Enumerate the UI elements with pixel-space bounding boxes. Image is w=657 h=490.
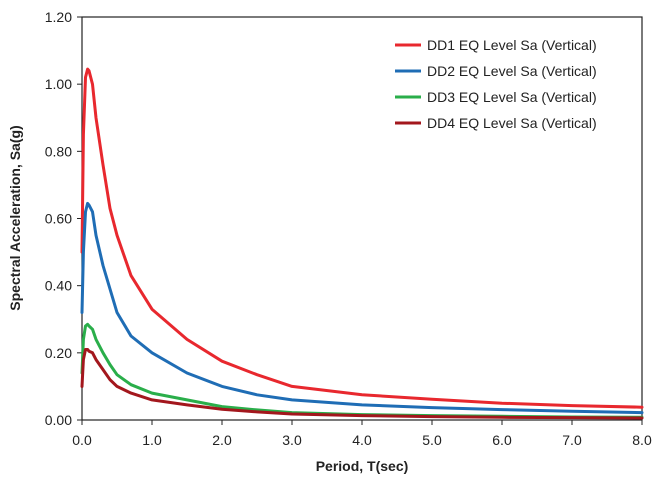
x-tick-label: 3.0 — [282, 432, 302, 448]
x-tick-label: 7.0 — [562, 432, 582, 448]
x-tick-label: 0.0 — [72, 432, 92, 448]
series-lines — [80, 67, 644, 420]
legend-item-label: DD1 EQ Level Sa (Vertical) — [427, 37, 597, 53]
y-tick-label: 1.00 — [45, 76, 72, 92]
y-tick-label: 0.40 — [45, 278, 72, 294]
legend-item-label: DD3 EQ Level Sa (Vertical) — [427, 89, 597, 105]
series-line-dd4 — [80, 348, 644, 420]
x-tick-label: 4.0 — [352, 432, 372, 448]
series-line-dd1 — [80, 67, 644, 409]
x-tick-label: 2.0 — [212, 432, 232, 448]
x-axis-ticks: 0.0 1.0 2.0 3.0 4.0 5.0 6.0 7.0 8.0 — [72, 420, 652, 448]
legend: DD1 EQ Level Sa (Vertical) DD2 EQ Level S… — [395, 37, 597, 131]
plot-area — [81, 16, 643, 421]
y-axis-ticks: 0.00 0.20 0.40 0.60 0.80 1.00 1.20 — [45, 9, 82, 428]
y-tick-label: 0.80 — [45, 143, 72, 159]
y-tick-label: 0.20 — [45, 345, 72, 361]
y-axis-title: Spectral Acceleration, Sa(g) — [7, 125, 23, 310]
x-tick-label: 8.0 — [632, 432, 652, 448]
y-tick-label: 0.00 — [45, 412, 72, 428]
legend-item-label: DD2 EQ Level Sa (Vertical) — [427, 63, 597, 79]
y-tick-label: 0.60 — [45, 211, 72, 227]
x-tick-label: 5.0 — [422, 432, 442, 448]
x-axis-title: Period, T(sec) — [316, 458, 409, 474]
x-tick-label: 1.0 — [142, 432, 162, 448]
y-tick-label: 1.20 — [45, 9, 72, 25]
series-line-dd2 — [80, 201, 644, 415]
x-tick-label: 6.0 — [492, 432, 512, 448]
legend-item-label: DD4 EQ Level Sa (Vertical) — [427, 115, 597, 131]
